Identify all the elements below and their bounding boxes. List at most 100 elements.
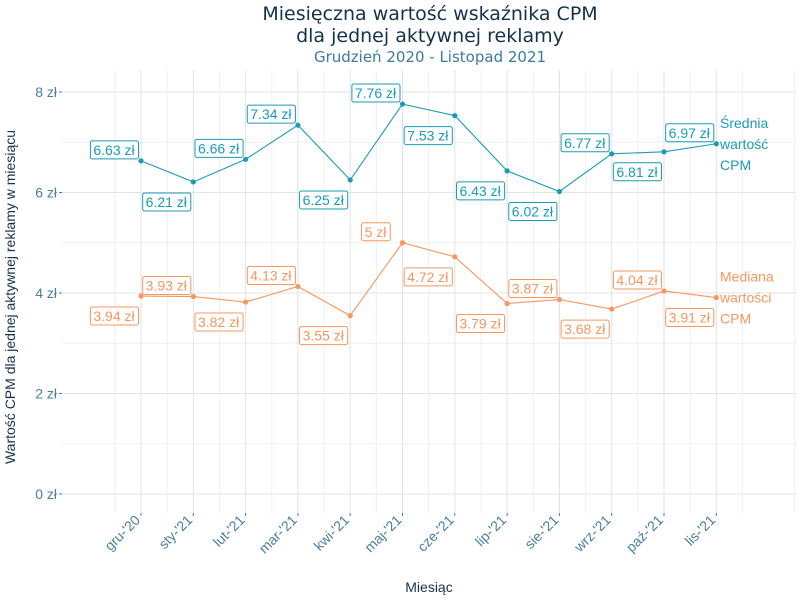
data-label-box: 6.25 zł xyxy=(299,190,349,210)
legend: Średnia wartość CPM Mediana wartości CPM xyxy=(719,114,774,327)
x-tick-label: paź-'21 xyxy=(623,512,667,556)
data-label-0: 7.34 zł xyxy=(250,106,292,122)
series-1-point xyxy=(399,240,406,246)
series-0-point xyxy=(661,149,667,155)
x-tick-label: sie-'21 xyxy=(521,512,561,552)
data-label-0: 6.21 zł xyxy=(146,194,188,210)
data-label-0: 6.97 zł xyxy=(669,125,711,141)
x-tick-label: maj-'21 xyxy=(361,512,405,556)
legend-label-line: wartość xyxy=(719,136,768,152)
legend-label-line: CPM xyxy=(720,311,751,327)
data-label-frame xyxy=(665,123,715,143)
data-label-frame xyxy=(560,133,610,153)
x-tick-label: cze-'21 xyxy=(414,512,457,555)
series-1-point xyxy=(347,313,353,319)
x-axis-title: Miesiąc xyxy=(405,579,452,595)
data-label-frame xyxy=(508,279,558,299)
y-tick-label: 4 zł xyxy=(35,285,58,301)
x-tick-label: wrz-'21 xyxy=(570,512,614,556)
series-0-point xyxy=(504,168,510,174)
x-tick-label: lip-'21 xyxy=(472,512,510,550)
data-label-1: 4.13 zł xyxy=(250,267,292,283)
data-label-frame xyxy=(665,308,715,328)
data-label-0: 6.25 zł xyxy=(303,192,345,208)
data-label-box: 6.43 zł xyxy=(455,181,506,201)
data-label-box: 6.97 zł xyxy=(665,123,715,143)
series xyxy=(138,101,719,319)
series-1-point xyxy=(661,288,667,294)
series-1-point xyxy=(452,254,458,260)
data-label-0: 7.76 zł xyxy=(355,85,397,101)
legend-label-line: Mediana xyxy=(720,269,774,285)
data-label-box: 6.77 zł xyxy=(560,133,610,153)
series-0-point xyxy=(295,122,301,128)
data-label-frame xyxy=(194,138,244,158)
series-0-point xyxy=(452,113,458,119)
data-label-box: 3.79 zł xyxy=(455,314,506,334)
data-label-frame xyxy=(194,312,244,332)
data-label-box: 6.02 zł xyxy=(508,201,558,221)
y-tick-label: 0 zł xyxy=(35,486,58,502)
data-label-1: 4.04 zł xyxy=(616,272,658,288)
data-label-box: 7.76 zł xyxy=(351,83,401,103)
data-label-box: 7.34 zł xyxy=(246,104,296,124)
x-tick-label: kwi-'21 xyxy=(311,512,353,554)
series-1-point xyxy=(609,306,615,312)
series-0-point xyxy=(713,141,719,147)
series-line-0 xyxy=(140,103,717,193)
grid xyxy=(62,70,796,513)
data-label-frame xyxy=(403,267,453,287)
x-tick-label: sty-'21 xyxy=(155,512,195,552)
data-label-frame xyxy=(455,314,506,334)
series-0-point xyxy=(190,179,196,185)
data-label-box: 3.82 zł xyxy=(194,312,244,332)
y-tick-label: 2 zł xyxy=(35,386,58,402)
data-label-0: 6.63 zł xyxy=(93,142,135,158)
data-label-box: 7.53 zł xyxy=(403,126,453,146)
data-label-1: 5 zł xyxy=(365,224,388,240)
y-tick-label: 8 zł xyxy=(35,84,58,100)
series-0-point xyxy=(609,151,615,157)
legend-label-line: CPM xyxy=(720,157,751,173)
series-1-point xyxy=(504,300,510,307)
data-label-box: 3.68 zł xyxy=(560,319,610,339)
data-label-frame xyxy=(455,181,506,201)
data-label-frame xyxy=(403,126,453,146)
x-tick-label: gru-'20 xyxy=(101,512,143,554)
data-label-frame xyxy=(612,162,663,182)
data-label-frame xyxy=(89,140,140,160)
data-labels: 6.63 zł 6.21 zł 6.66 zł 7.34 zł 6.25 zł 7.76 … xyxy=(89,83,715,346)
data-label-box: 6.21 zł xyxy=(142,192,192,212)
data-label-1: 3.87 zł xyxy=(512,281,554,297)
data-label-box: 3.55 zł xyxy=(299,326,349,346)
series-0-point xyxy=(243,156,249,162)
chart-title-line2: dla jednej aktywnej reklamy xyxy=(296,25,564,47)
data-label-frame xyxy=(351,83,401,103)
series-1-point xyxy=(243,299,249,305)
data-label-1: 3.79 zł xyxy=(459,316,501,332)
data-label-1: 3.91 zł xyxy=(669,310,711,326)
data-label-frame xyxy=(89,306,140,326)
data-label-frame xyxy=(246,104,296,124)
y-axis-title: Wartość CPM dla jednej aktywnej reklamy … xyxy=(2,130,18,464)
series-1-point xyxy=(556,296,563,303)
data-label-1: 3.93 zł xyxy=(146,278,188,294)
data-label-0: 6.66 zł xyxy=(198,140,240,156)
legend-label-line: wartości xyxy=(719,290,771,306)
data-label-1: 3.94 zł xyxy=(93,308,135,324)
series-0-point xyxy=(556,188,563,195)
data-label-1: 4.72 zł xyxy=(407,269,449,285)
data-label-box: 3.93 zł xyxy=(142,276,192,296)
series-0-point xyxy=(138,158,144,164)
data-label-0: 7.53 zł xyxy=(407,128,449,144)
data-label-frame xyxy=(361,222,391,242)
data-label-0: 6.81 zł xyxy=(616,164,658,180)
legend-label-line: Średnia xyxy=(720,114,768,131)
series-1-point xyxy=(138,293,144,299)
data-label-box: 3.91 zł xyxy=(665,308,715,328)
data-label-0: 6.43 zł xyxy=(459,183,501,199)
series-1-point xyxy=(190,293,196,300)
data-label-frame xyxy=(299,190,349,210)
data-label-1: 3.82 zł xyxy=(198,314,240,330)
